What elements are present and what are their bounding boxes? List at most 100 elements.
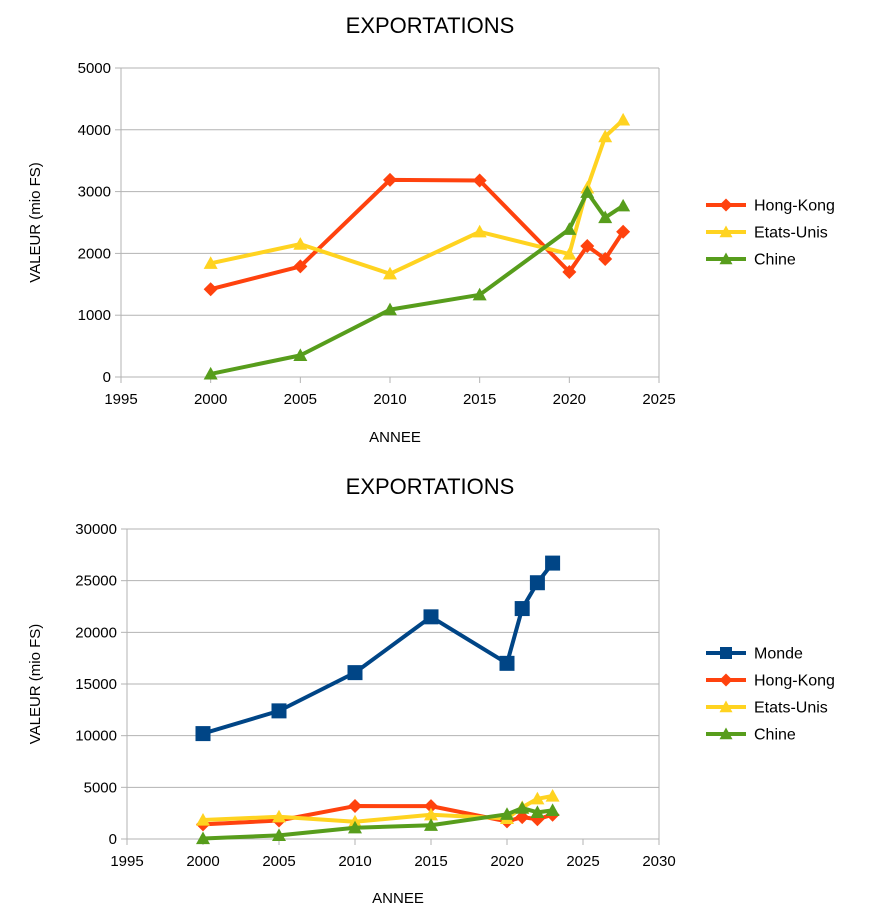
- data-point-etats-unis: [293, 237, 308, 250]
- x-tick-label: 2010: [338, 853, 371, 870]
- data-point-chine: [616, 198, 631, 212]
- series-chine: [203, 185, 631, 380]
- chart-2: EXPORTATIONS 0 5000 10000 15000 20000 25000 300…: [27, 474, 835, 907]
- legend-swatch-marker: [719, 252, 733, 265]
- y-axis-label: VALEUR (mio FS): [27, 162, 44, 283]
- data-point-etats-unis: [545, 789, 560, 802]
- data-point-monde: [347, 665, 363, 681]
- legend-swatch-marker: [719, 198, 733, 212]
- x-tick-label: 2015: [463, 391, 496, 408]
- data-point-monde: [423, 609, 439, 625]
- data-point-hong-kong: [562, 264, 577, 279]
- data-point-chine: [383, 302, 397, 316]
- data-point-monde: [529, 575, 545, 591]
- legend-item-chine: Chine: [706, 252, 796, 269]
- series-line-monde: [202, 561, 555, 736]
- series-monde: [195, 555, 561, 742]
- x-axis-label: ANNEE: [372, 890, 424, 907]
- y-tick-label: 30000: [75, 521, 117, 538]
- x-axis-label: ANNEE: [369, 429, 421, 446]
- x-tick-label: 2015: [414, 853, 447, 870]
- data-point-etats-unis: [424, 807, 438, 821]
- x-tick-label: 1995: [104, 391, 137, 408]
- data-point-chine: [598, 210, 613, 224]
- legend-swatch-marker: [719, 727, 733, 740]
- legend-item-etats-unis: Etats-Unis: [706, 700, 828, 717]
- data-point-monde: [514, 601, 530, 617]
- data-point-hong-kong: [472, 173, 487, 188]
- chart-title: EXPORTATIONS: [346, 13, 515, 38]
- legend-item-chine: Chine: [706, 727, 796, 744]
- data-point-etats-unis: [472, 224, 487, 238]
- data-point-chine: [424, 818, 438, 831]
- y-tick-label: 15000: [75, 676, 117, 693]
- x-tick-label: 2020: [490, 853, 523, 870]
- chart-title: EXPORTATIONS: [346, 474, 515, 499]
- data-point-chine: [472, 287, 487, 301]
- legend: Hong-Kong Etats-Unis Chine: [706, 198, 835, 269]
- x-tick-label: 1995: [110, 853, 143, 870]
- data-point-hong-kong: [383, 172, 397, 187]
- data-point-hong-kong: [616, 224, 631, 239]
- data-point-etats-unis: [598, 129, 613, 143]
- y-tick-label: 25000: [75, 573, 117, 590]
- legend-label: Etats-Unis: [754, 700, 828, 717]
- series-hong-kong: [203, 172, 631, 297]
- data-point-etats-unis: [272, 809, 286, 823]
- y-tick-label: 5000: [78, 60, 111, 77]
- x-tick-label: 2020: [553, 391, 586, 408]
- legend-item-monde: Monde: [706, 646, 803, 663]
- data-point-chine: [196, 831, 210, 845]
- data-point-etats-unis: [530, 791, 545, 805]
- y-tick-label: 0: [103, 369, 111, 386]
- legend-label: Chine: [754, 727, 796, 744]
- data-point-hong-kong: [293, 259, 308, 274]
- data-point-monde: [195, 726, 211, 742]
- data-point-chine: [580, 185, 595, 198]
- legend-label: Monde: [754, 646, 803, 663]
- legend-swatch-marker: [719, 700, 733, 713]
- data-point-etats-unis: [616, 112, 631, 126]
- data-point-etats-unis: [203, 256, 218, 269]
- x-tick-label: 2010: [373, 391, 406, 408]
- data-point-monde: [271, 703, 287, 719]
- legend-label: Etats-Unis: [754, 225, 828, 242]
- y-tick-label: 4000: [78, 122, 111, 139]
- data-point-hong-kong: [424, 799, 438, 814]
- series-chine: [196, 801, 560, 845]
- x-tick-label: 2000: [194, 391, 227, 408]
- data-point-hong-kong: [348, 799, 362, 814]
- data-point-monde: [545, 555, 561, 571]
- y-tick-label: 1000: [78, 307, 111, 324]
- y-tick-label: 20000: [75, 624, 117, 641]
- legend: Monde Hong-Kong Etats-Unis Chine: [706, 646, 835, 744]
- x-tick-label: 2000: [186, 853, 219, 870]
- legend-item-hong-kong: Hong-Kong: [706, 198, 835, 215]
- data-point-hong-kong: [203, 282, 218, 297]
- x-tick-label: 2005: [284, 391, 317, 408]
- data-point-chine: [272, 828, 286, 841]
- data-point-hong-kong: [598, 251, 613, 266]
- x-tick-label: 2030: [642, 853, 675, 870]
- y-tick-label: 3000: [78, 184, 111, 201]
- data-point-chine: [203, 366, 218, 380]
- data-point-etats-unis: [562, 247, 577, 260]
- y-tick-label: 5000: [84, 779, 117, 796]
- x-tick-label: 2025: [566, 853, 599, 870]
- data-point-etats-unis: [383, 266, 397, 280]
- x-tick-label: 2025: [642, 391, 675, 408]
- series-line-etats-unis: [210, 118, 625, 276]
- y-axis-label: VALEUR (mio FS): [27, 624, 44, 745]
- series-etats-unis: [203, 112, 631, 280]
- series-line-chine: [210, 190, 625, 376]
- y-tick-label: 10000: [75, 728, 117, 745]
- legend-label: Hong-Kong: [754, 198, 835, 215]
- data-point-chine: [348, 820, 362, 834]
- data-point-chine: [293, 348, 308, 361]
- data-point-chine: [530, 805, 545, 818]
- legend-swatch-marker: [719, 225, 733, 238]
- legend-label: Chine: [754, 252, 796, 269]
- data-point-chine: [500, 807, 514, 820]
